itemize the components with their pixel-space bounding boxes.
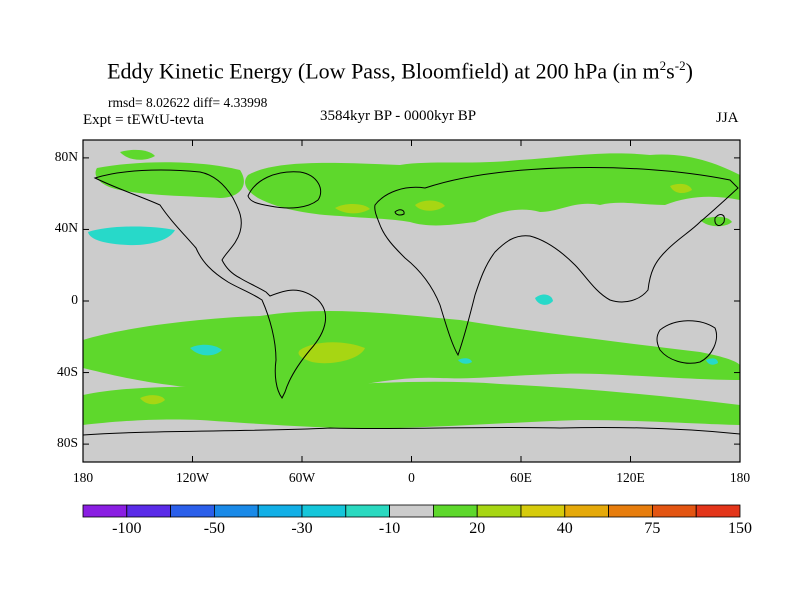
colorbar-label: -100 <box>112 520 142 537</box>
lat-label: 80S <box>56 435 78 451</box>
experiment-label: Expt = tEWtU-tevta <box>83 112 204 128</box>
colorbar-swatch <box>652 504 697 518</box>
lon-label: 120E <box>616 470 645 485</box>
lon-label: 60E <box>510 470 532 485</box>
lat-label: 80N <box>54 148 78 164</box>
map-title: Eddy Kinetic Energy (Low Pass, Bloomfiel… <box>107 58 693 84</box>
lon-label: 180 <box>72 470 94 485</box>
season-label: JJA <box>716 110 739 126</box>
colorbar-swatch <box>695 504 741 518</box>
colorbar-swatch <box>257 504 303 518</box>
colorbar-label: -30 <box>291 520 313 537</box>
colorbar-swatch <box>82 504 128 518</box>
colorbar-label: 150 <box>728 520 752 537</box>
colorbar-swatch <box>213 504 259 518</box>
colorbar-label: -10 <box>378 520 401 537</box>
colorbar-label: 75 <box>644 520 661 537</box>
colorbar-swatch <box>476 504 522 518</box>
colorbar-swatch <box>608 504 653 518</box>
lon-label: 180 <box>729 470 751 485</box>
stats-text: rmsd= 8.02622 diff= 4.33998 <box>108 95 268 110</box>
lat-label: 40S <box>56 363 78 379</box>
positive-mid-anomaly-fill <box>140 183 692 405</box>
colorbar-swatch <box>520 504 566 518</box>
colorbar-label: 40 <box>556 520 573 537</box>
lat-label: 0 <box>71 292 78 307</box>
colorbar-swatch <box>564 504 609 518</box>
colorbar-label: 20 <box>469 520 486 537</box>
negative-anomaly-fill <box>88 226 718 365</box>
colorbar-swatch <box>432 504 478 518</box>
lon-label: 120W <box>176 470 209 485</box>
colorbar-swatch <box>389 504 434 518</box>
colorbar-swatch <box>170 504 215 518</box>
colorbar-label: -50 <box>203 520 226 537</box>
positive-anomaly-fill <box>83 149 740 429</box>
colorbar-swatch <box>301 504 347 518</box>
lon-label: 60W <box>288 470 316 485</box>
lat-label: 40N <box>54 220 78 236</box>
colorbar <box>82 504 741 518</box>
lon-label: 0 <box>408 470 415 485</box>
colorbar-swatch <box>126 504 172 518</box>
coastlines <box>83 167 740 436</box>
period-label: 3584kyr BP - 0000kyr BP <box>320 108 477 124</box>
axis-ticks <box>82 140 741 462</box>
colorbar-swatch <box>345 504 390 518</box>
